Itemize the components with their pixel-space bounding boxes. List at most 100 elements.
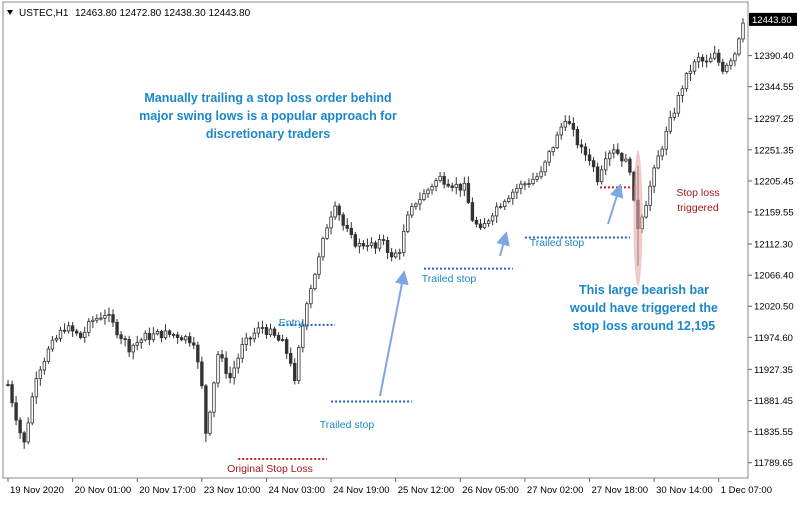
candle-body xyxy=(163,330,168,339)
candle-body xyxy=(571,123,576,130)
candle-body xyxy=(535,176,539,180)
x-tick-label: 24 Nov 19:00 xyxy=(333,485,390,496)
candle-body xyxy=(131,344,135,353)
candle-body xyxy=(547,151,551,163)
candle-body xyxy=(224,357,228,374)
candle-body xyxy=(341,214,345,226)
candle-body xyxy=(353,234,358,247)
candle-body xyxy=(725,64,729,72)
candle-body xyxy=(309,288,313,305)
candle-body xyxy=(575,128,580,146)
candle-body xyxy=(107,314,111,316)
y-tick-label: 12112.30 xyxy=(754,240,793,251)
candle-body xyxy=(458,183,462,191)
candle-body xyxy=(220,354,224,359)
candle-body xyxy=(531,178,535,184)
candle-body xyxy=(737,38,741,55)
candle-body xyxy=(357,243,362,247)
candle-body xyxy=(446,183,450,187)
y-tick-label: 11835.55 xyxy=(754,427,793,438)
candle-body xyxy=(422,193,426,201)
candle-body xyxy=(293,362,297,382)
candle-body xyxy=(393,252,398,258)
candle-body xyxy=(450,185,454,188)
candle-body xyxy=(672,112,677,118)
candle-body xyxy=(733,53,737,62)
stop-triggered-line-2: triggered xyxy=(677,202,719,214)
dropdown-triangle-icon[interactable] xyxy=(7,10,13,15)
candle-body xyxy=(656,155,660,169)
candle-body xyxy=(62,329,67,332)
y-tick-label: 12159.55 xyxy=(754,208,794,219)
candle-body xyxy=(418,199,422,205)
candle-body xyxy=(482,223,487,229)
candle-body xyxy=(139,339,143,343)
trailed-stop-label-1: Trailed stop xyxy=(320,419,375,431)
candle-body xyxy=(612,149,616,154)
candle-body xyxy=(551,147,555,153)
candle-body xyxy=(301,325,305,348)
main-note-line-2: major swing lows is a popular approach f… xyxy=(139,109,397,123)
candle-body xyxy=(236,357,240,369)
candle-body xyxy=(369,242,374,246)
candle-body xyxy=(498,206,503,208)
candle-body xyxy=(696,56,701,63)
candle-body xyxy=(729,60,733,66)
candle-body xyxy=(684,73,689,90)
candle-body xyxy=(123,338,127,341)
candle-body xyxy=(511,191,515,199)
candle-body xyxy=(18,419,22,434)
candle-body xyxy=(240,344,244,359)
candle-body xyxy=(507,198,511,202)
candle-body xyxy=(155,331,160,335)
candle-body xyxy=(212,382,216,413)
candle-body xyxy=(305,303,309,327)
x-tick-label: 27 Nov 02:00 xyxy=(527,485,584,496)
candle-body xyxy=(523,183,527,186)
candle-body xyxy=(111,314,115,323)
candle-body xyxy=(22,432,26,443)
candle-body xyxy=(325,227,329,239)
candle-body xyxy=(179,337,184,341)
candle-body xyxy=(478,223,483,229)
candle-body xyxy=(70,325,75,332)
candle-body xyxy=(79,332,83,338)
candle-body xyxy=(171,334,176,336)
candle-body xyxy=(595,166,600,183)
candle-body xyxy=(559,126,563,136)
candle-body xyxy=(42,361,47,371)
candle-body xyxy=(717,52,721,63)
candle-body xyxy=(426,189,430,195)
candle-body xyxy=(284,339,289,354)
symbol-label: USTEC,H1 xyxy=(19,8,69,19)
candle-body xyxy=(543,161,547,173)
candle-body xyxy=(99,317,103,320)
y-tick-label: 12390.40 xyxy=(754,51,794,62)
bearish-bar-highlight xyxy=(633,150,643,287)
candle-body xyxy=(184,336,188,341)
candle-body xyxy=(414,203,418,207)
current-price-tag: 12443.80 xyxy=(749,12,797,26)
candle-body xyxy=(377,239,382,249)
candle-body xyxy=(87,321,91,333)
ohlc-readout: 12463.80 12472.80 12438.30 12443.80 xyxy=(75,8,251,19)
candle-body xyxy=(175,334,180,339)
candle-body xyxy=(652,167,656,187)
candle-body xyxy=(668,117,672,132)
candle-body xyxy=(486,220,491,224)
y-tick-label: 11881.45 xyxy=(754,396,793,407)
candle-body xyxy=(603,158,608,171)
candle-body xyxy=(490,215,495,222)
candle-body xyxy=(232,367,236,379)
y-tick-label: 12205.45 xyxy=(754,176,794,187)
candle-body xyxy=(442,175,446,185)
candle-body xyxy=(54,337,59,341)
candle-body xyxy=(579,144,584,148)
candle-body xyxy=(539,171,543,178)
candle-body xyxy=(268,328,273,335)
candle-body xyxy=(252,332,257,340)
candle-body xyxy=(329,216,333,229)
candle-body xyxy=(119,334,123,340)
